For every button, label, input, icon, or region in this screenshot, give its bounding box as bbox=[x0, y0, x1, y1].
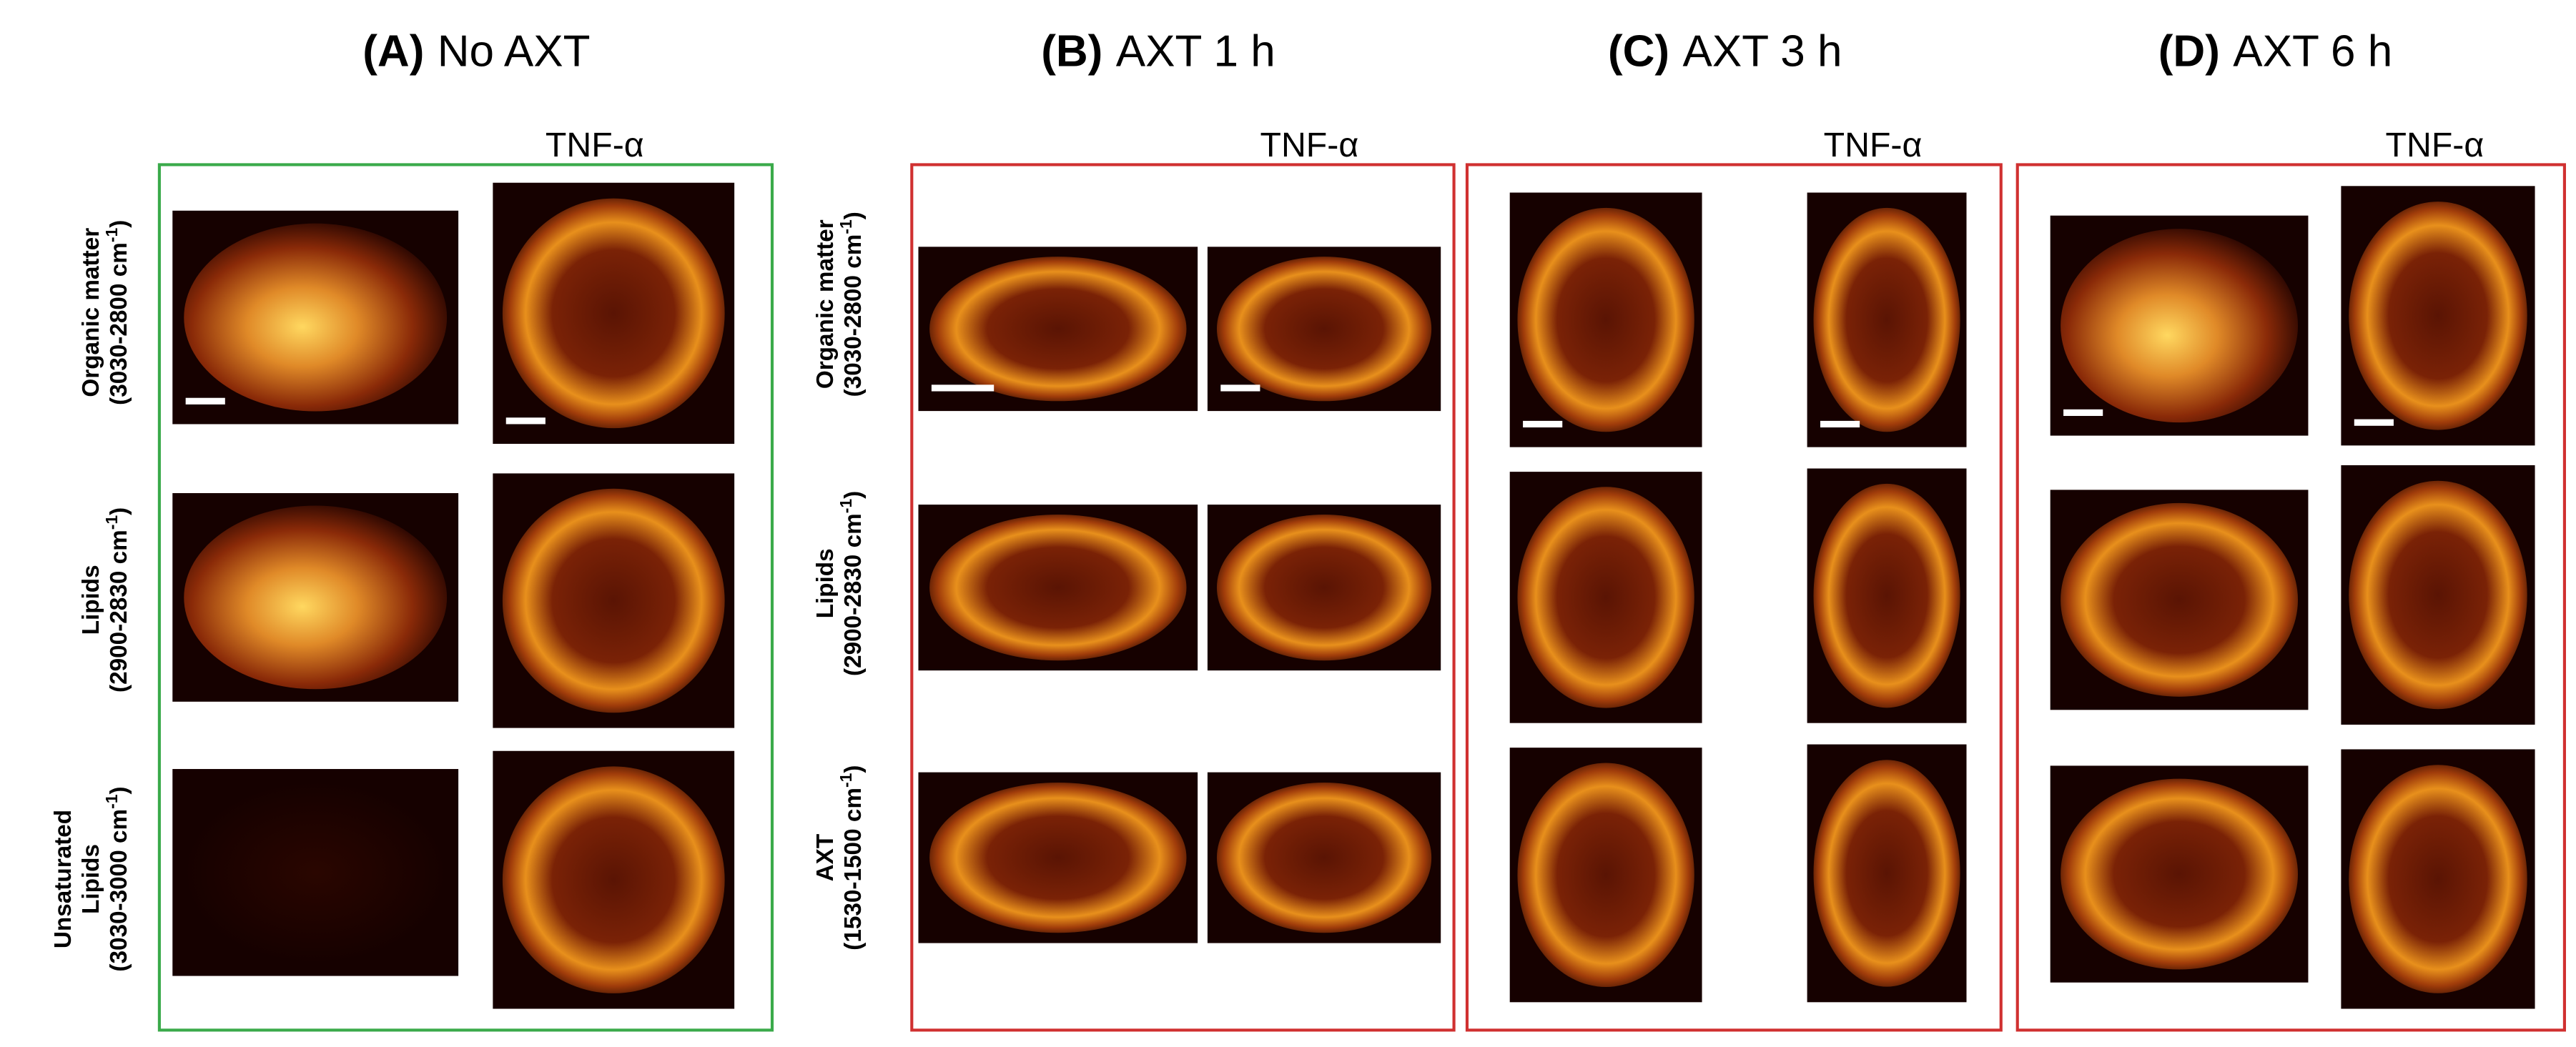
range-exponent: -1 bbox=[837, 219, 855, 234]
micrograph-cell bbox=[2061, 778, 2299, 970]
range-close: ) bbox=[840, 491, 867, 499]
row-label: Lipids bbox=[812, 548, 839, 618]
panel-letter: (B) bbox=[1041, 27, 1102, 76]
scale-bar bbox=[1523, 420, 1563, 428]
range-close: ) bbox=[106, 507, 132, 515]
scale-bar bbox=[505, 417, 546, 425]
panel-title-text: AXT 3 h bbox=[1682, 27, 1842, 76]
range-exponent: -1 bbox=[102, 227, 121, 242]
micrograph-cell bbox=[1813, 483, 1960, 708]
panel-letter: (C) bbox=[1608, 27, 1669, 76]
panel-letter: (D) bbox=[2158, 27, 2220, 76]
panel-frame bbox=[1465, 163, 2003, 1032]
micrograph-cell bbox=[1216, 514, 1432, 661]
panel-title: (C) AXT 3 h bbox=[1608, 27, 1842, 76]
micrograph-cell bbox=[2061, 502, 2299, 697]
row-range: (3030-2800 cm-1) bbox=[102, 220, 132, 405]
micrograph-cell bbox=[502, 198, 725, 429]
tnf-label: TNF-α bbox=[1824, 126, 1923, 164]
row-label: Organic matter bbox=[78, 228, 104, 397]
range-exponent: -1 bbox=[102, 515, 121, 530]
micrograph-cell bbox=[929, 257, 1187, 402]
panel: (B) AXT 1 h TNF-α bbox=[910, 27, 1456, 1032]
scale-bar bbox=[1820, 420, 1860, 428]
panel-title-text: AXT 6 h bbox=[2233, 27, 2392, 76]
range-close: ) bbox=[106, 220, 132, 228]
micrograph-cell bbox=[184, 781, 448, 964]
micrograph-cell bbox=[1813, 207, 1960, 432]
panel-title: (B) AXT 1 h bbox=[1041, 27, 1275, 76]
micrograph-cell bbox=[2061, 229, 2299, 423]
micrograph-cell bbox=[502, 488, 725, 713]
range-text: (3030-2800 cm bbox=[840, 234, 867, 397]
panel-frame bbox=[157, 163, 774, 1032]
micrograph-cell bbox=[1813, 760, 1960, 987]
scale-bar bbox=[1220, 384, 1260, 392]
micrograph-cell bbox=[1517, 763, 1694, 987]
range-text: (2900-2830 cm bbox=[840, 513, 867, 676]
range-exponent: -1 bbox=[102, 794, 121, 809]
range-close: ) bbox=[840, 212, 867, 219]
row-range: (1530-1500 cm-1) bbox=[837, 765, 867, 950]
panel: (A) No AXT TNF-α bbox=[157, 27, 774, 1032]
range-close: ) bbox=[106, 786, 132, 794]
range-text: (3030-2800 cm bbox=[106, 242, 132, 405]
tnf-label: TNF-α bbox=[2386, 126, 2484, 164]
range-text: (3030-3000 cm bbox=[106, 809, 132, 972]
panel-title: (A) No AXT bbox=[362, 27, 590, 76]
panel: (D) AXT 6 h TNF-α bbox=[2015, 27, 2566, 1032]
row-range: (3030-2800 cm-1) bbox=[837, 212, 867, 397]
row-range: (2900-2830 cm-1) bbox=[837, 491, 867, 676]
row-label: Organic matter bbox=[812, 219, 839, 389]
micrograph-cell bbox=[502, 766, 725, 993]
micrograph-cell bbox=[929, 782, 1187, 933]
scale-bar bbox=[185, 397, 225, 405]
row-range: (2900-2830 cm-1) bbox=[102, 507, 132, 693]
micrograph-cell bbox=[184, 505, 448, 690]
panel: (C) AXT 3 h TNF-α bbox=[1465, 27, 2003, 1032]
scale-bar bbox=[2354, 419, 2394, 426]
scale-bar bbox=[931, 384, 995, 392]
micrograph-cell bbox=[2349, 765, 2527, 993]
range-exponent: -1 bbox=[837, 773, 855, 788]
range-exponent: -1 bbox=[837, 499, 855, 514]
micrograph-cell bbox=[184, 223, 448, 412]
micrograph-cell bbox=[1216, 782, 1432, 933]
micrograph-cell bbox=[1216, 257, 1432, 402]
panel-frame bbox=[2015, 163, 2566, 1032]
panel-title-text: No AXT bbox=[438, 27, 591, 76]
panel-title-text: AXT 1 h bbox=[1116, 27, 1275, 76]
row-label: Unsaturated bbox=[50, 810, 77, 948]
row-label: AXT bbox=[812, 834, 839, 882]
micrograph-cell bbox=[2349, 480, 2527, 710]
row-label: Lipids bbox=[78, 565, 104, 635]
panel-letter: (A) bbox=[362, 27, 424, 76]
tnf-label: TNF-α bbox=[546, 126, 644, 164]
micrograph-cell bbox=[2349, 202, 2527, 430]
scale-bar bbox=[2063, 409, 2103, 416]
row-range: (3030-3000 cm-1) bbox=[102, 786, 132, 971]
range-close: ) bbox=[840, 765, 867, 773]
range-text: (2900-2830 cm bbox=[106, 530, 132, 693]
micrograph-cell bbox=[1517, 207, 1694, 432]
row-label: Lipids bbox=[78, 844, 104, 914]
panel-frame bbox=[910, 163, 1456, 1032]
range-text: (1530-1500 cm bbox=[840, 788, 867, 951]
tnf-label: TNF-α bbox=[1260, 126, 1358, 164]
micrograph-cell bbox=[1517, 487, 1694, 708]
panel-title: (D) AXT 6 h bbox=[2158, 27, 2393, 76]
micrograph-cell bbox=[929, 514, 1187, 661]
